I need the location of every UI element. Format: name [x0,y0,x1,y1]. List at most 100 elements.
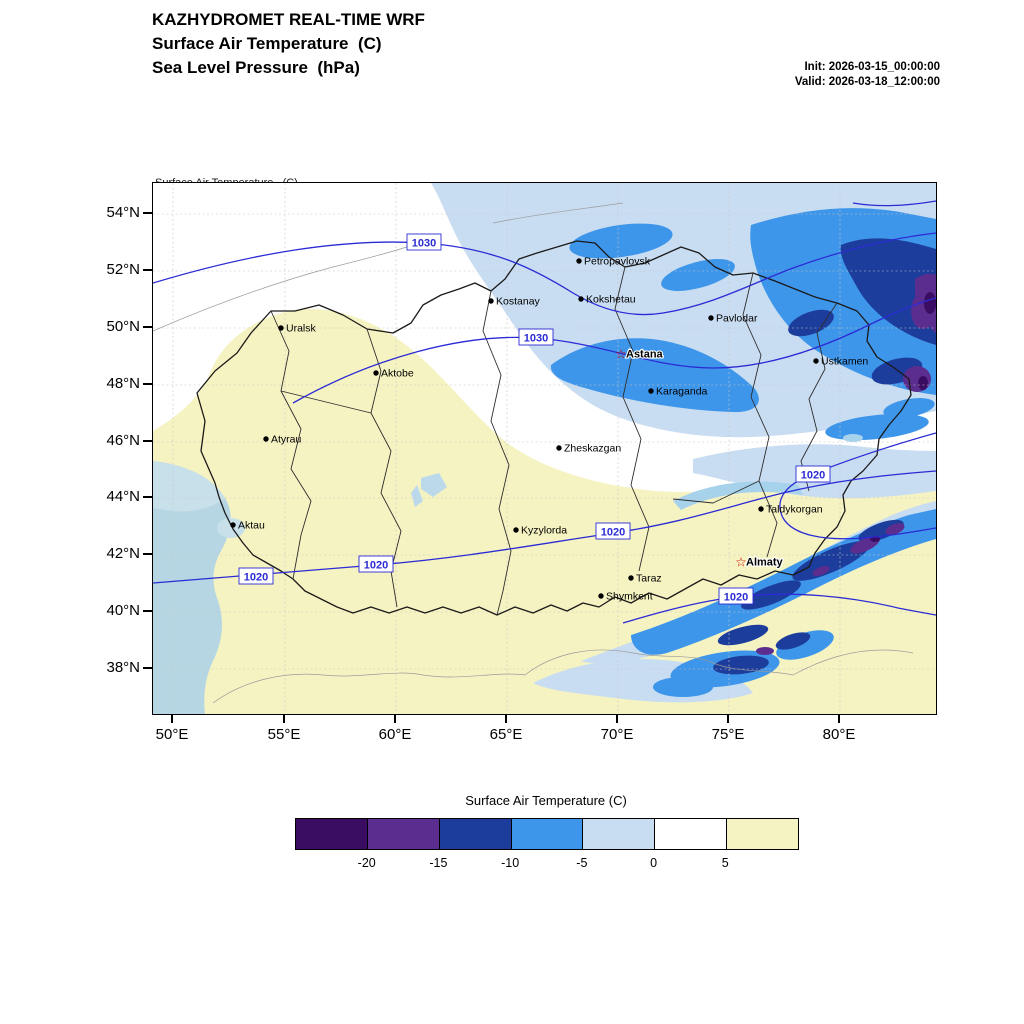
pressure-label: 1020 [238,567,274,585]
legend-tick-label: 5 [721,856,729,870]
lon-tick-mark [727,714,729,723]
city-dot-icon [576,258,582,264]
legend-color-segment [438,819,511,849]
city-label: Aktau [238,520,265,532]
city-dot-icon [708,315,714,321]
valid-time: Valid: 2026-03-18_12:00:00 [794,76,940,88]
legend-title: Surface Air Temperature (C) [465,793,627,808]
lat-tick-label: 42°N [106,545,140,562]
lat-tick-mark [143,212,152,214]
city-label: Uralsk [286,323,317,335]
pressure-label: 1020 [795,465,831,483]
lon-tick-label: 75°E [711,726,745,743]
lat-tick-mark [143,610,152,612]
legend-color-segment [510,819,583,849]
city-label: Aktobe [381,368,414,380]
run-info: Init: 2026-03-15_00:00:00 Valid: 2026-03… [700,60,940,90]
title-block: KAZHYDROMET REAL-TIME WRF Surface Air Te… [152,8,425,80]
pressure-label: 1020 [595,522,631,540]
lat-tick-label: 54°N [106,204,140,221]
city-markers-layer: Petropavlovsk Kostanay Kokshetau Pavlodar Ur… [230,256,868,603]
city-dot-icon [513,527,519,533]
city-label: Kostanay [496,296,541,308]
caspian-north [153,461,225,512]
lon-tick-mark [838,714,840,723]
lat-tick-mark [143,269,152,271]
init-time: Init: 2026-03-15_00:00:00 [804,61,940,73]
city-marker: Petropavlovsk [576,256,651,268]
svg-text:1020: 1020 [244,572,268,584]
city-dot-icon [578,296,584,302]
lat-tick-label: 48°N [106,375,140,392]
aral-sea [421,473,447,497]
lake-balkhash [673,481,803,510]
lon-tick-label: 55°E [267,726,301,743]
lat-tick-mark [143,440,152,442]
svg-text:1020: 1020 [801,470,825,482]
city-dot-icon [488,298,494,304]
lat-tick-label: 38°N [106,659,140,676]
legend-tick-label: 0 [650,856,658,870]
city-dot-icon [813,358,819,364]
city-dot-icon [598,593,604,599]
lon-tick-mark [283,714,285,723]
lat-tick-label: 40°N [106,602,140,619]
legend-color-segment [654,819,727,849]
city-marker: Shymkent [598,591,653,603]
svg-text:1020: 1020 [364,560,388,572]
city-dot-icon [556,445,562,451]
pressure-label: 1030 [518,328,554,346]
city-marker: Aktau [230,520,265,532]
caspian-sea [153,461,231,714]
lat-tick-mark [143,383,152,385]
temperature-fill-layer [153,183,936,714]
title-variable-pressure: Sea Level Pressure (hPa) [152,58,360,77]
map-svg: 1030 1030 1020 1020 1020 1020 1020 Petropavlov… [153,183,936,714]
city-label: Almaty [746,557,784,569]
city-marker: ☆ Almaty [735,555,784,570]
lon-tick-mark [394,714,396,723]
legend-color-segment [582,819,655,849]
lat-tick-mark [143,553,152,555]
lon-tick-label: 80°E [822,726,856,743]
kazakhstan-border [196,240,912,616]
lat-tick-mark [143,667,152,669]
city-marker: Kokshetau [578,294,636,306]
lon-tick-label: 65°E [489,726,523,743]
city-marker: Kostanay [488,296,541,308]
city-label: Kyzylorda [521,525,567,537]
city-marker: Kyzylorda [513,525,567,537]
aral-sea-west [411,485,423,507]
lon-tick-mark [505,714,507,723]
city-dot-icon [648,388,654,394]
map-canvas: 1030 1030 1020 1020 1020 1020 1020 Petropavlov… [152,182,937,715]
city-marker: Aktobe [373,368,414,380]
city-marker: Pavlodar [708,313,758,325]
city-label: Petropavlovsk [584,256,651,268]
legend-tick-label: -10 [501,856,520,870]
city-label: Shymkent [606,591,653,603]
neighbor-borders-layer [153,202,914,704]
legend-tick-label: -5 [576,856,588,870]
city-marker: Taraz [628,573,662,585]
lat-tick-label: 52°N [106,261,140,278]
city-dot-icon [230,522,236,528]
city-dot-icon [758,506,764,512]
city-label: Atyrau [271,434,302,446]
city-label: Zheskazgan [564,443,621,455]
city-label: Taldykorgan [766,504,823,516]
city-marker: Ustkamen [813,356,868,368]
lon-tick-mark [171,714,173,723]
lat-tick-mark [143,326,152,328]
title-variable-temperature: Surface Air Temperature (C) [152,34,382,53]
lat-tick-label: 46°N [106,432,140,449]
city-marker: ☆ Astana [615,347,664,362]
city-dot-icon [628,575,634,581]
product-title: KAZHYDROMET REAL-TIME WRF [152,10,425,29]
city-label: Astana [626,349,664,361]
svg-text:1030: 1030 [412,238,436,250]
city-marker: Uralsk [278,323,317,335]
city-dot-icon [278,325,284,331]
legend-color-segment [366,819,439,849]
